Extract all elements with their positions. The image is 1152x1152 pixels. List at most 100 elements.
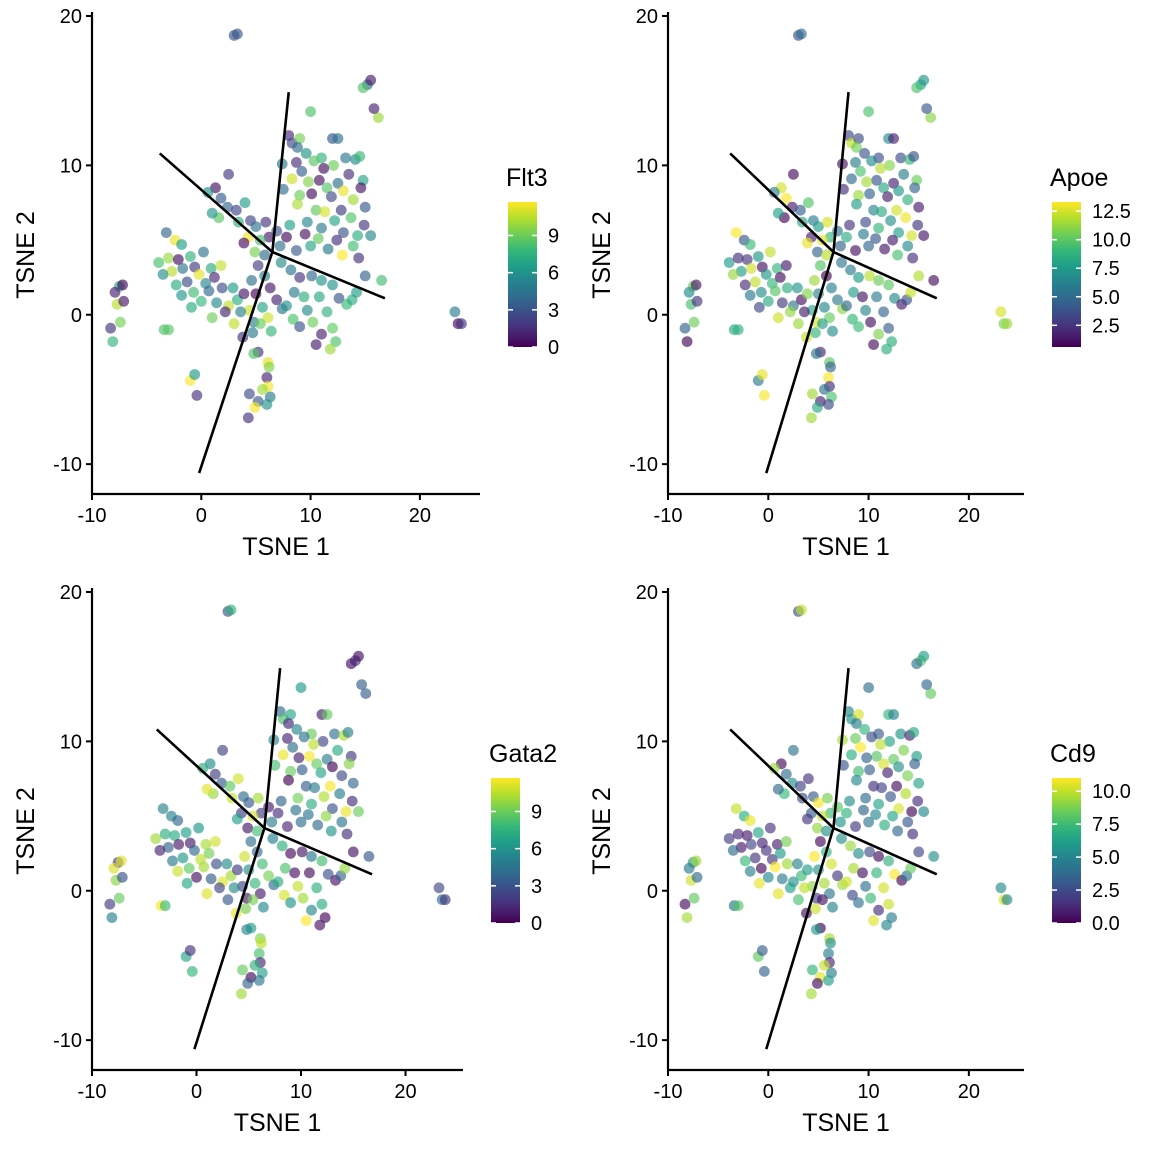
data-point — [819, 960, 830, 971]
data-point — [868, 915, 879, 926]
data-point — [240, 903, 252, 915]
data-point — [898, 744, 910, 756]
data-point — [159, 828, 171, 840]
data-point — [324, 343, 336, 355]
data-point — [276, 840, 288, 852]
data-point — [796, 604, 807, 616]
data-point — [841, 231, 852, 243]
data-point — [292, 198, 303, 210]
data-point — [758, 966, 770, 977]
data-point — [809, 851, 820, 862]
data-point — [1001, 894, 1013, 906]
data-point — [819, 877, 830, 889]
trajectory-branch — [832, 92, 850, 253]
y-tick-label: 20 — [636, 6, 658, 28]
data-point — [907, 252, 919, 264]
trajectory-branch — [271, 92, 291, 253]
colorbar-tick-label: 2.5 — [1092, 880, 1120, 902]
data-point — [272, 807, 284, 819]
data-point — [219, 306, 231, 318]
data-point — [755, 286, 767, 298]
data-point — [745, 839, 757, 850]
data-point — [853, 133, 864, 144]
y-tick-label: 10 — [636, 731, 658, 753]
data-point — [866, 731, 877, 743]
data-point — [306, 851, 317, 862]
data-point — [242, 978, 254, 989]
scatter-points — [679, 28, 1013, 424]
data-point — [844, 219, 855, 231]
data-point — [836, 833, 847, 844]
data-point — [340, 806, 352, 817]
data-point — [456, 318, 467, 330]
data-point — [873, 275, 884, 286]
data-point — [193, 269, 205, 280]
data-point — [169, 830, 181, 841]
data-point — [832, 801, 843, 813]
data-point — [322, 868, 334, 880]
data-point — [282, 821, 293, 832]
data-point — [209, 836, 221, 847]
data-point — [857, 867, 868, 879]
y-tick-label: -10 — [53, 1030, 82, 1052]
data-point — [316, 328, 327, 340]
colorbar — [491, 778, 520, 923]
data-point — [776, 297, 788, 309]
data-point — [784, 882, 796, 894]
data-point — [898, 168, 910, 180]
x-tick-label: 10 — [857, 505, 879, 527]
data-point — [727, 269, 739, 280]
x-tick-label: 10 — [290, 1081, 312, 1103]
data-point — [200, 839, 212, 850]
data-point — [921, 679, 933, 690]
data-point — [433, 882, 445, 894]
data-point — [863, 816, 874, 828]
data-point — [908, 727, 920, 738]
data-point — [329, 728, 340, 740]
data-point — [812, 978, 823, 989]
data-point — [825, 361, 836, 373]
data-point — [154, 845, 166, 856]
data-point — [995, 882, 1007, 894]
data-point — [301, 216, 313, 228]
data-point — [781, 858, 793, 870]
colorbar-tick-label: 12.5 — [1092, 201, 1131, 223]
data-point — [267, 833, 279, 844]
data-point — [177, 852, 189, 864]
data-point — [788, 168, 799, 180]
data-point — [166, 266, 178, 277]
data-point — [853, 272, 864, 283]
data-point — [355, 182, 367, 194]
data-point — [882, 767, 893, 779]
data-point — [347, 240, 359, 252]
data-point — [758, 390, 770, 401]
data-point — [314, 919, 326, 931]
data-point — [333, 292, 345, 304]
data-point — [847, 889, 858, 901]
data-point — [305, 106, 316, 117]
data-point — [871, 867, 882, 879]
x-tick-label: -10 — [78, 1081, 107, 1103]
y-tick-label: -10 — [629, 1030, 658, 1052]
data-point — [275, 795, 287, 807]
data-point — [257, 384, 268, 395]
data-point — [117, 279, 128, 291]
data-point — [876, 206, 887, 218]
data-point — [755, 862, 767, 874]
data-point — [342, 727, 354, 738]
trajectory-branch — [729, 152, 835, 253]
data-point — [307, 316, 319, 328]
data-point — [846, 749, 857, 761]
data-point — [296, 764, 308, 776]
scatter-points — [104, 604, 451, 1000]
data-point — [211, 297, 223, 309]
data-point — [841, 300, 852, 312]
data-point — [347, 194, 359, 206]
data-point — [832, 294, 843, 306]
data-point — [823, 372, 834, 383]
data-point — [266, 816, 278, 828]
colorbar — [1052, 202, 1081, 347]
data-point — [744, 865, 756, 877]
data-point — [162, 842, 174, 853]
trajectory-tree — [729, 668, 938, 1050]
